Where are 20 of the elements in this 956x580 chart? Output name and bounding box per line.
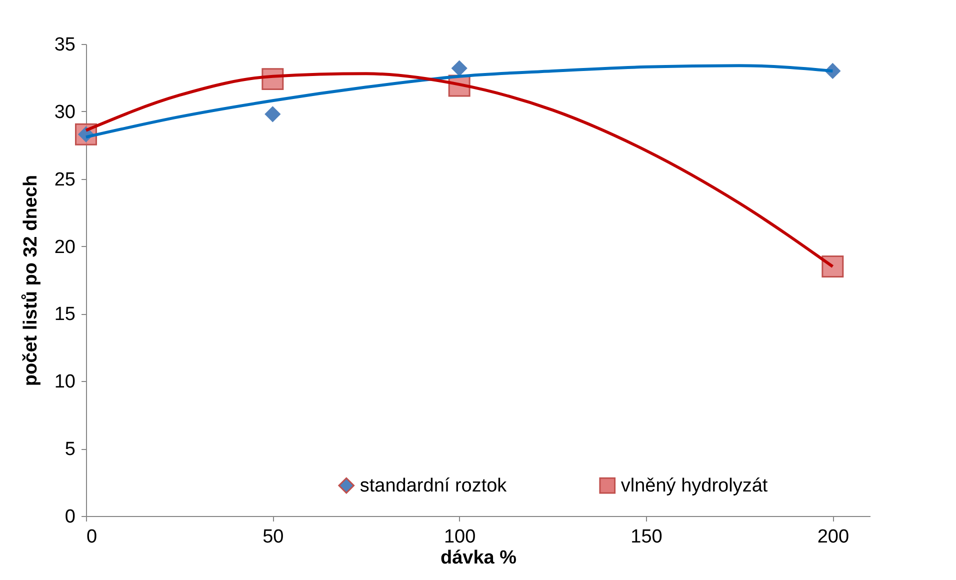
- point: [822, 256, 844, 278]
- y-tick-label: 0: [64, 506, 76, 528]
- x-tick-label: 150: [630, 526, 662, 548]
- legend-label: vlněný hydrolyzát: [620, 476, 768, 497]
- x-tick-label: 0: [86, 526, 98, 548]
- y-tick-label: 35: [54, 34, 76, 56]
- x-tick-label: 50: [262, 526, 284, 548]
- y-tick-label: 30: [54, 102, 76, 123]
- y-tick-label: 15: [54, 304, 76, 326]
- x-tick-label: 100: [444, 526, 476, 548]
- y-tick-label: 5: [64, 439, 76, 460]
- legend-label: standardní roztok: [360, 476, 508, 497]
- x-axis-title: dávka %: [440, 548, 517, 568]
- x-tick-label: 200: [817, 526, 850, 548]
- y-tick-label: 20: [54, 236, 76, 258]
- point: [451, 60, 468, 76]
- y-tick-label: 25: [54, 169, 76, 190]
- y-axis-title: počet listů po 32 dnech: [20, 174, 42, 386]
- y-tick-label: 10: [54, 372, 76, 393]
- point: [264, 106, 281, 122]
